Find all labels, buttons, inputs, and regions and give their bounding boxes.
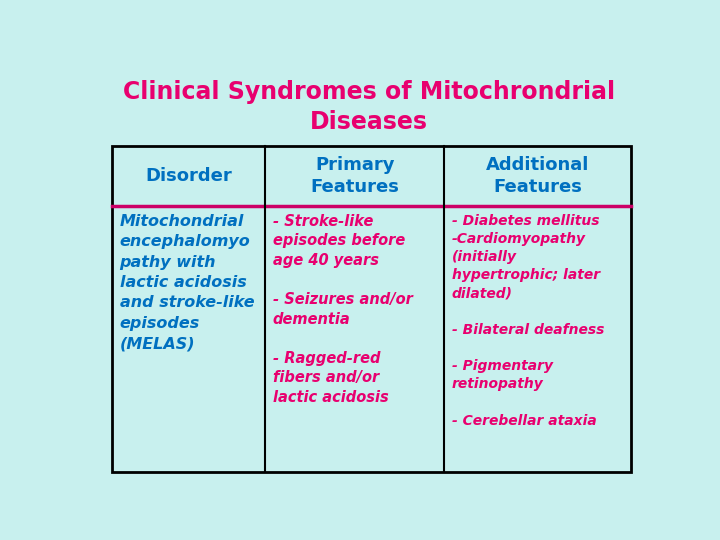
Text: Clinical Syndromes of Mitochrondrial: Clinical Syndromes of Mitochrondrial [123,80,615,104]
Text: Mitochondrial
encephalomyo
pathy with
lactic acidosis
and stroke-like
episodes
(: Mitochondrial encephalomyo pathy with la… [120,214,254,351]
Bar [112,146,631,472]
Text: Primary
Features: Primary Features [310,156,400,196]
Text: - Stroke-like
episodes before
age 40 years

- Seizures and/or
dementia

- Ragged: - Stroke-like episodes before age 40 yea… [273,214,413,405]
Text: - Diabetes mellitus
-Cardiomyopathy
(initially
hypertrophic; later
dilated)

- B: - Diabetes mellitus -Cardiomyopathy (ini… [451,214,604,428]
Text: Disorder: Disorder [145,167,233,185]
Text: Diseases: Diseases [310,110,428,134]
Text: Additional
Features: Additional Features [486,156,590,196]
